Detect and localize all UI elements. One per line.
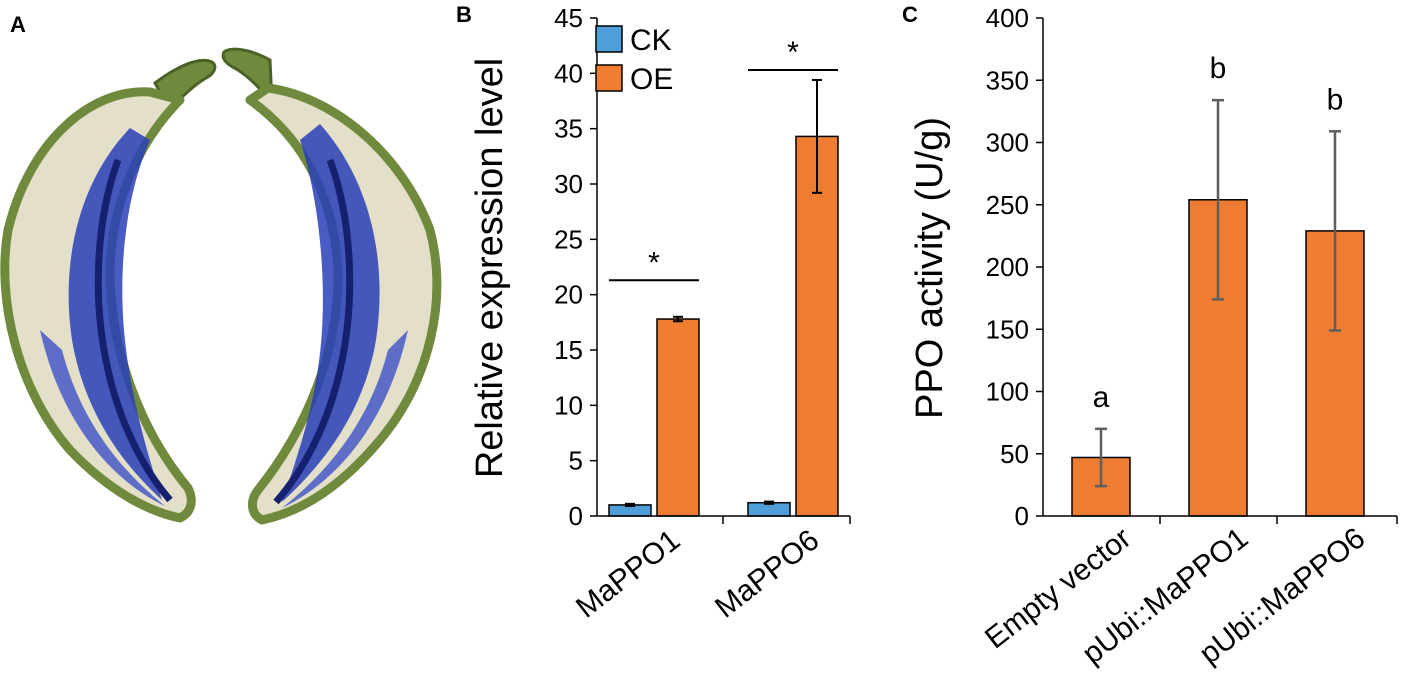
y-tick-label: 0	[1015, 501, 1029, 531]
y-tick-label: 5	[569, 446, 583, 476]
panel-b-legend: CK OE	[595, 24, 673, 96]
significance-letter: a	[1093, 381, 1110, 414]
panel-c-significance: a b b	[1093, 52, 1344, 414]
panel-c-y-ticks: 0 50 100 150 200 250 300 350 400	[986, 3, 1043, 531]
bar-2	[1188, 199, 1248, 517]
panel-c-y-axis-title: PPO activity (U/g)	[909, 117, 951, 419]
panel-a: A	[0, 12, 442, 525]
legend-swatch-ck	[595, 25, 623, 53]
legend-label-ck: CK	[630, 24, 672, 57]
significance-mark: *	[648, 246, 660, 279]
panel-b-categories: MaPPO1 MaPPO6	[570, 524, 825, 625]
y-tick-label: 200	[986, 252, 1029, 282]
y-tick-label: 0	[569, 501, 583, 531]
y-tick-label: 50	[1000, 439, 1029, 469]
y-tick-label: 35	[554, 114, 583, 144]
y-tick-label: 30	[554, 169, 583, 199]
banana-right-half	[221, 47, 442, 525]
panel-b: B Relative expression level 0 5 10 15 20 25 30…	[456, 2, 851, 625]
y-tick-label: 400	[986, 3, 1029, 33]
category-label: MaPPO6	[709, 524, 825, 625]
panel-b-y-axis-title: Relative expression level	[469, 58, 511, 478]
panel-b-y-ticks: 0 5 10 15 20 25 30 35 40 45	[554, 3, 597, 531]
y-tick-label: 100	[986, 377, 1029, 407]
significance-letter: b	[1327, 83, 1344, 116]
panel-a-letter: A	[10, 12, 26, 37]
banana-left-half	[0, 59, 217, 523]
legend-label-oe: OE	[630, 63, 673, 96]
significance-mark: *	[787, 36, 799, 69]
bar-oe-mappo1	[656, 318, 700, 517]
panel-b-bars	[608, 78, 839, 517]
significance-letter: b	[1210, 52, 1227, 85]
y-tick-label: 300	[986, 128, 1029, 158]
panel-b-axes	[596, 18, 851, 524]
panel-c: C PPO activity (U/g) 0 50 100 150 200 250 300 3…	[902, 2, 1398, 671]
bar-oe-mappo6	[795, 135, 839, 517]
banana-photo	[0, 47, 442, 525]
panel-c-letter: C	[902, 2, 918, 27]
y-tick-label: 45	[554, 3, 583, 33]
panel-b-letter: B	[456, 2, 472, 27]
panel-c-axes	[1042, 18, 1398, 524]
panel-b-significance: **	[609, 36, 838, 282]
y-tick-label: 350	[986, 65, 1029, 95]
y-tick-label: 25	[554, 224, 583, 254]
y-tick-label: 15	[554, 335, 583, 365]
y-tick-label: 10	[554, 390, 583, 420]
category-label: MaPPO1	[570, 524, 686, 625]
legend-swatch-oe	[595, 64, 623, 92]
y-tick-label: 150	[986, 314, 1029, 344]
y-tick-label: 40	[554, 58, 583, 88]
panel-c-bars	[1071, 98, 1365, 517]
y-tick-label: 20	[554, 280, 583, 310]
y-tick-label: 250	[986, 190, 1029, 220]
